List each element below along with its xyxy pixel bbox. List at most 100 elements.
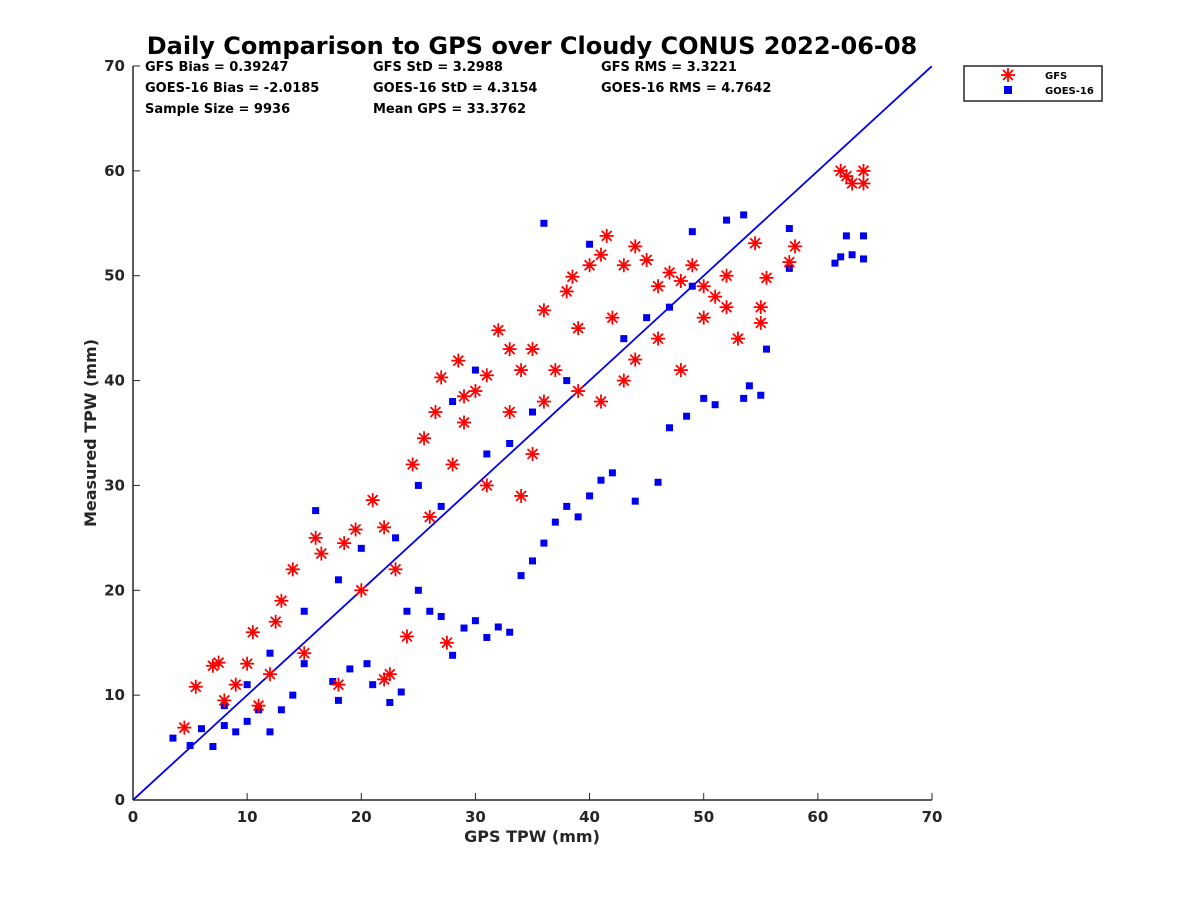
goes-16-point — [386, 698, 394, 706]
reference-line-group — [133, 66, 932, 800]
y-tick-label: 10 — [104, 686, 125, 704]
gfs-point — [457, 415, 472, 430]
x-tick-label: 70 — [922, 808, 943, 826]
gfs-point — [651, 331, 666, 346]
gfs-point — [502, 342, 517, 357]
goes-16-point — [243, 717, 251, 725]
goes-16-point — [277, 706, 285, 714]
goes-16-point — [665, 303, 673, 311]
x-tick-label: 50 — [693, 808, 714, 826]
gfs-point — [662, 265, 677, 280]
gfs-point — [748, 236, 763, 251]
gfs-point — [593, 247, 608, 262]
goes-16-point — [437, 502, 445, 510]
goes-16-point — [517, 572, 525, 580]
y-axis-label: Measured TPW (mm) — [81, 339, 100, 527]
goes-16-point — [837, 253, 845, 261]
goes-16-point — [300, 660, 308, 668]
gfs-series — [177, 163, 871, 735]
gfs-point — [673, 273, 688, 288]
goes-16-point — [631, 497, 639, 505]
goes-16-point — [449, 651, 457, 659]
gfs-point — [308, 530, 323, 545]
gfs-point — [274, 593, 289, 608]
goes-16-point — [334, 576, 342, 584]
goes-16-point — [683, 412, 691, 420]
goes-16-point — [740, 211, 748, 219]
goes-16-point — [483, 450, 491, 458]
goes-16-point — [312, 507, 320, 515]
y-tick-label: 20 — [104, 581, 125, 599]
gfs-point — [331, 677, 346, 692]
gfs-point — [730, 331, 745, 346]
gfs-point — [571, 384, 586, 399]
y-tick-label: 0 — [115, 791, 125, 809]
goes-16-point — [209, 743, 217, 751]
goes-16-point — [220, 722, 228, 730]
gfs-point — [479, 368, 494, 383]
gfs-point — [839, 169, 854, 184]
gfs-point — [245, 625, 260, 640]
y-tick-label: 60 — [104, 162, 125, 180]
legend-gfs-marker — [1001, 68, 1015, 82]
x-tick-label: 60 — [807, 808, 828, 826]
goes-16-point — [740, 394, 748, 402]
goes-16-point — [723, 216, 731, 224]
goes-16-point — [363, 660, 371, 668]
gfs-point — [628, 239, 643, 254]
gfs-point — [651, 279, 666, 294]
gfs-rms-text: GFS RMS = 3.3221 — [601, 60, 737, 75]
goes-16-point — [369, 681, 377, 689]
goes-16-point — [494, 623, 502, 631]
goes-16-point — [403, 607, 411, 615]
gfs-point — [439, 635, 454, 650]
gfs-point — [788, 239, 803, 254]
legend-goes-label: GOES-16 — [1045, 86, 1094, 97]
gfs-point — [559, 284, 574, 299]
gfs-point — [422, 509, 437, 524]
goes-rms-text: GOES-16 RMS = 4.7642 — [601, 81, 771, 96]
gfs-point — [365, 493, 380, 508]
x-axis-label: GPS TPW (mm) — [464, 827, 600, 846]
gfs-point — [782, 255, 797, 270]
gfs-point — [240, 656, 255, 671]
goes-16-point — [586, 240, 594, 248]
gfs-point — [639, 252, 654, 267]
y-tick-label: 50 — [104, 267, 125, 285]
mean-gps-text: Mean GPS = 33.3762 — [373, 102, 526, 117]
goes-16-point — [426, 607, 434, 615]
goes-16-point — [266, 649, 274, 657]
goes-16-point — [860, 255, 868, 263]
goes-16-point — [186, 741, 194, 749]
goes-16-point — [551, 518, 559, 526]
goes-16-point — [831, 259, 839, 267]
one-to-one-line — [133, 66, 932, 800]
goes-16-point — [437, 613, 445, 620]
goes-16-point — [529, 557, 536, 565]
x-tick-label: 30 — [465, 808, 486, 826]
gfs-point — [228, 677, 243, 692]
gfs-point — [377, 672, 392, 687]
goes-16-point — [506, 439, 514, 447]
gfs-point — [451, 353, 466, 368]
gfs-std-text: GFS StD = 3.2988 — [373, 60, 503, 75]
goes-16-series — [169, 211, 868, 751]
gfs-point — [696, 310, 711, 325]
legend-box — [963, 65, 1103, 102]
y-tick-label: 40 — [104, 372, 125, 390]
gfs-point — [628, 352, 643, 367]
x-tick-label: 0 — [128, 808, 138, 826]
goes-16-point — [745, 382, 753, 390]
goes-16-point — [688, 282, 696, 290]
goes-16-point — [540, 539, 548, 547]
gfs-point — [502, 405, 517, 420]
goes-16-point — [842, 232, 850, 240]
gfs-bias-text: GFS Bias = 0.39247 — [145, 60, 288, 75]
gfs-point — [217, 693, 232, 708]
x-tick-label: 40 — [579, 808, 600, 826]
goes-16-point — [700, 394, 708, 402]
goes-16-point — [289, 691, 297, 699]
goes-16-point — [860, 232, 868, 240]
stats-annotations: GFS Bias = 0.39247 GFS StD = 3.2988 GFS … — [145, 60, 771, 117]
gfs-point — [856, 163, 871, 178]
